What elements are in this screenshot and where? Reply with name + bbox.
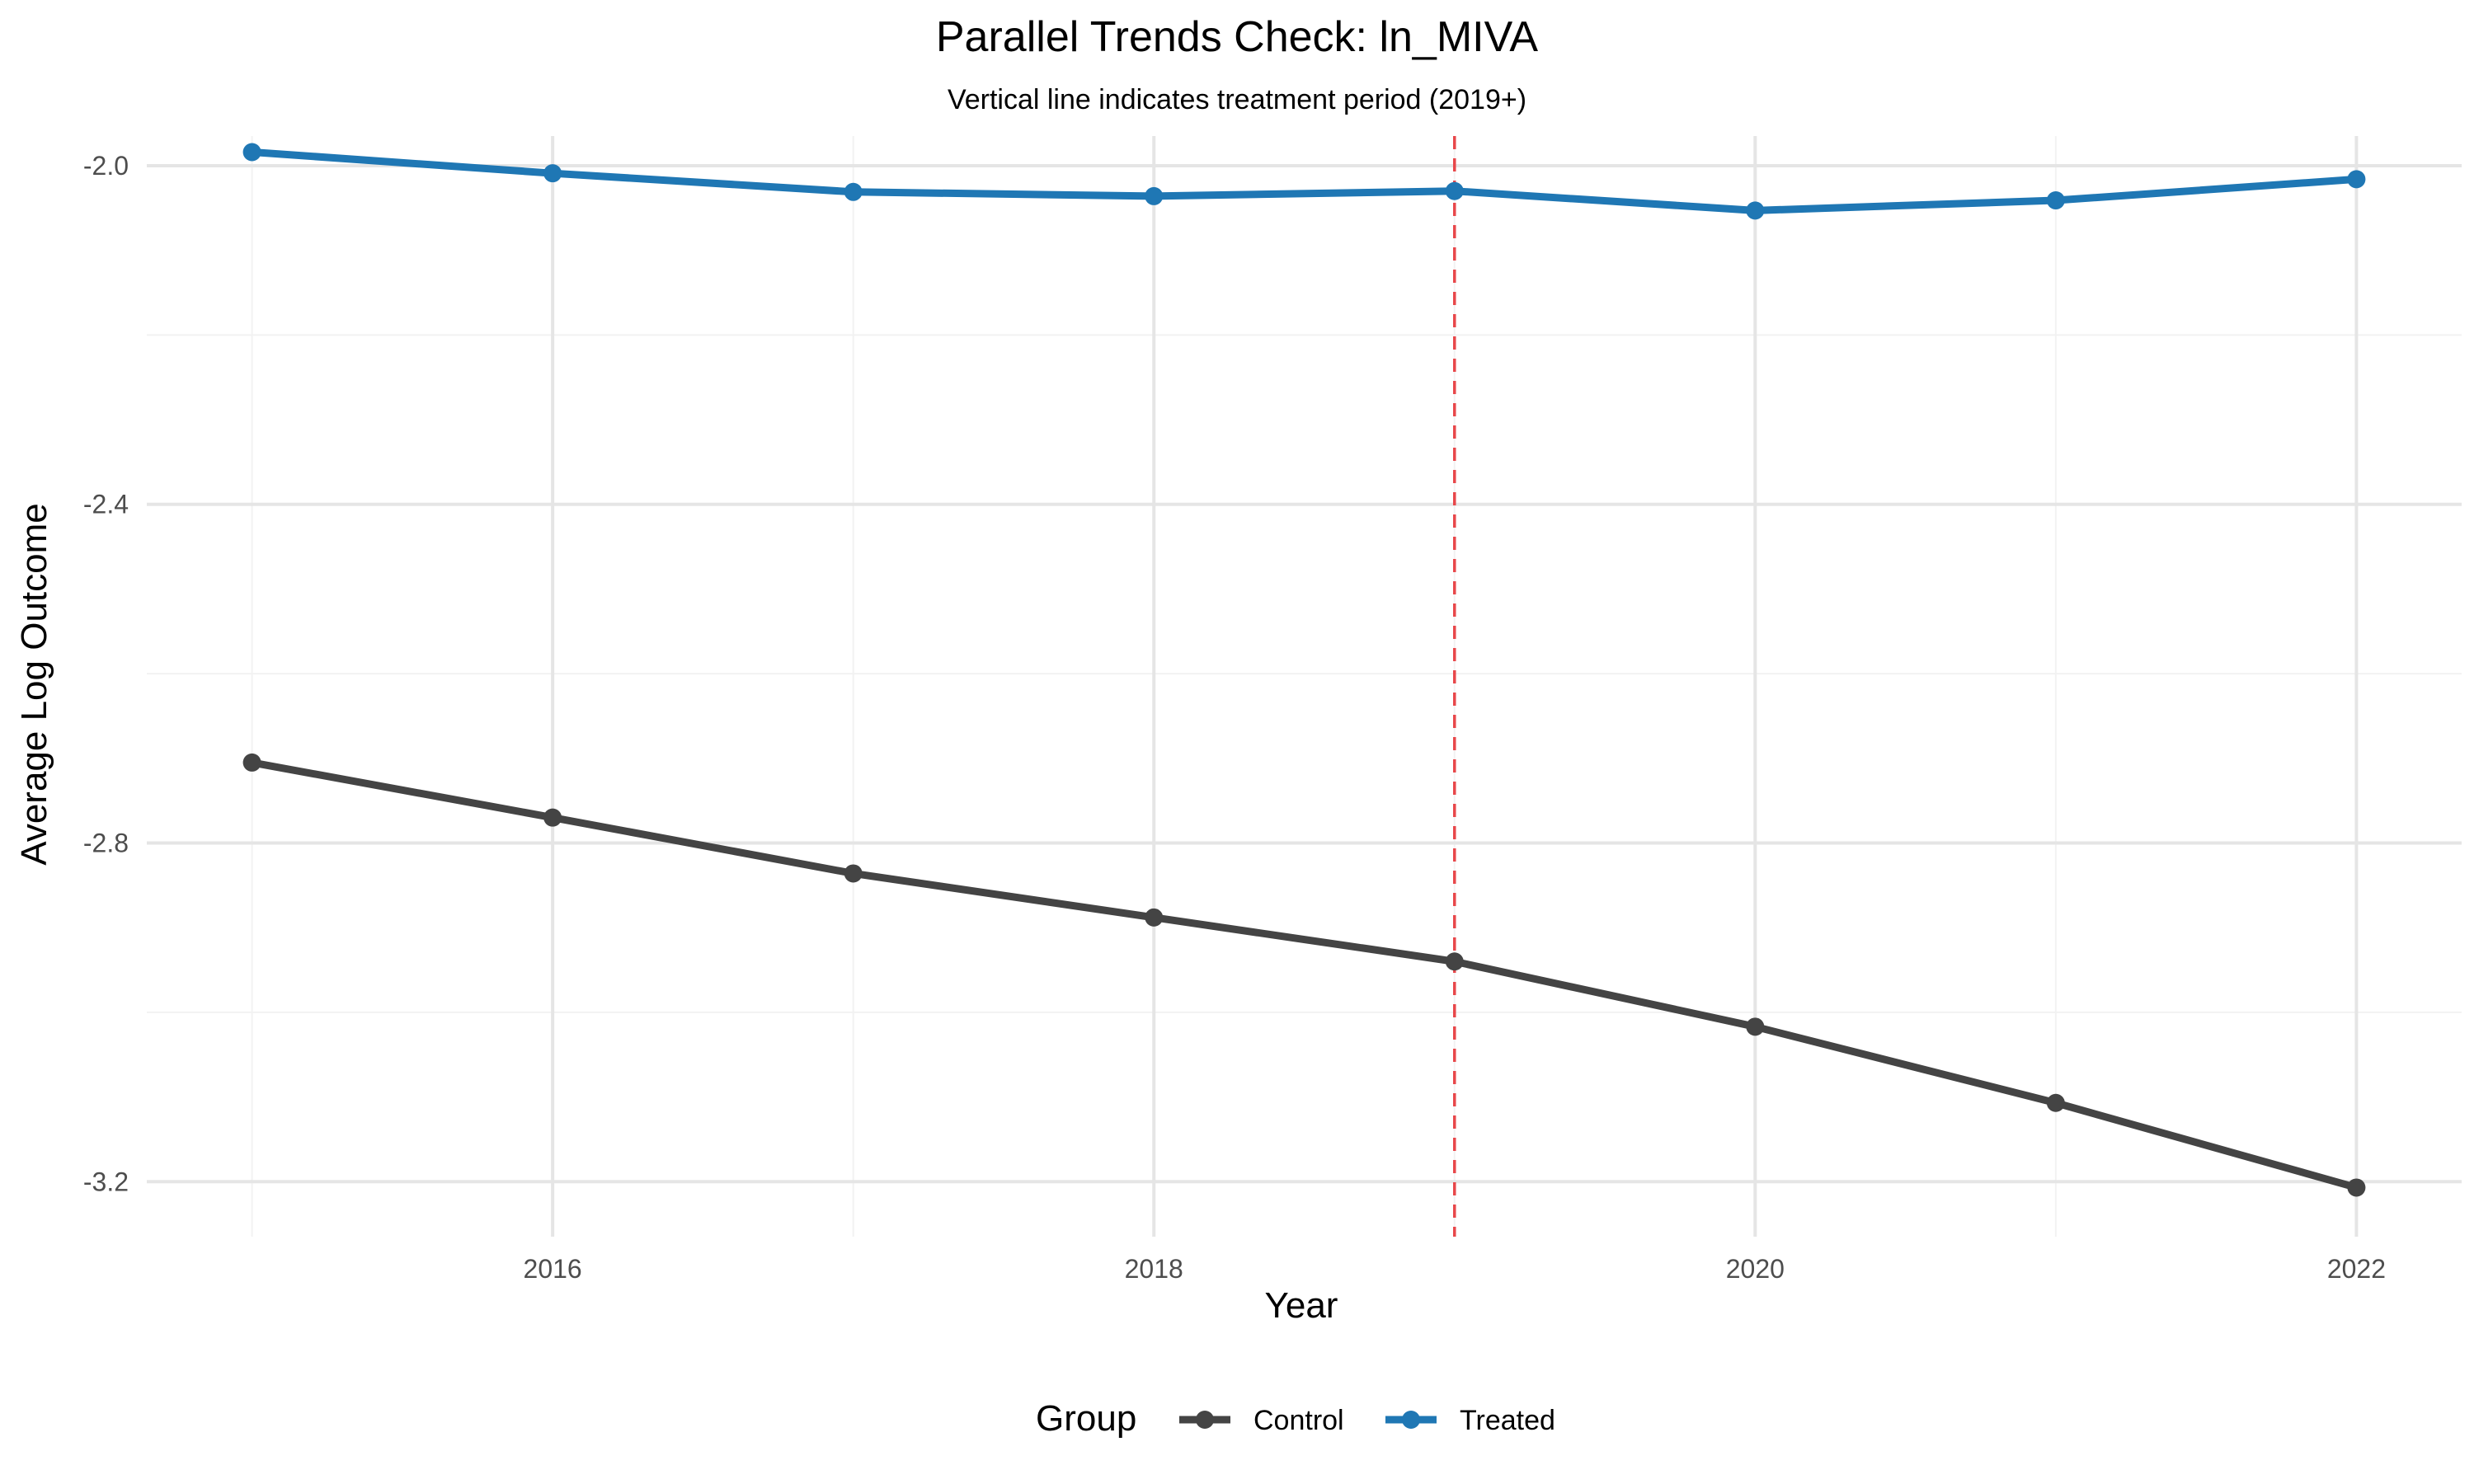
x-tick-label: 2016 <box>524 1254 582 1284</box>
data-point-control <box>1445 952 1464 971</box>
data-point-control <box>242 753 261 772</box>
y-tick-label: -2.8 <box>83 828 129 857</box>
data-point-treated <box>1145 186 1164 205</box>
data-point-treated <box>543 164 562 183</box>
y-axis-title: Average Log Outcome <box>14 503 54 865</box>
data-point-treated <box>2046 191 2065 210</box>
chart-subtitle: Vertical line indicates treatment period… <box>948 84 1526 115</box>
data-point-control <box>1145 908 1164 927</box>
legend-key-point <box>1196 1411 1214 1429</box>
x-tick-label: 2020 <box>1726 1254 1785 1284</box>
data-point-treated <box>1746 201 1765 220</box>
data-point-control <box>543 808 562 827</box>
legend-key-point <box>1402 1411 1420 1429</box>
y-tick-label: -2.4 <box>83 490 129 519</box>
legend-label-treated: Treated <box>1460 1405 1555 1436</box>
data-point-treated <box>1445 181 1464 200</box>
minor-gridlines <box>147 136 2462 1237</box>
data-point-treated <box>844 182 863 201</box>
data-point-control <box>2347 1178 2366 1197</box>
legend-title: Group <box>1036 1398 1136 1439</box>
y-axis-ticks: -2.0 -2.4 -2.8 -3.2 <box>83 151 129 1196</box>
series-control <box>242 753 2366 1197</box>
series-layer <box>242 143 2366 1197</box>
data-point-control <box>1746 1017 1765 1036</box>
y-tick-label: -3.2 <box>83 1167 129 1196</box>
data-point-treated <box>2347 170 2366 189</box>
legend-item-control: Control <box>1179 1405 1344 1436</box>
series-line-control <box>248 758 2360 1191</box>
y-tick-label: -2.0 <box>83 151 129 181</box>
chart-title: Parallel Trends Check: ln_MIVA <box>936 13 1539 61</box>
legend-item-treated: Treated <box>1385 1405 1555 1436</box>
x-axis-title: Year <box>1265 1285 1338 1326</box>
legend: Group Control Treated <box>1036 1398 1555 1439</box>
x-tick-label: 2022 <box>2327 1254 2386 1284</box>
series-line-treated <box>248 148 2360 214</box>
major-gridlines <box>147 136 2462 1237</box>
series-treated <box>242 143 2366 220</box>
data-point-control <box>844 864 863 883</box>
legend-label-control: Control <box>1253 1405 1344 1436</box>
data-point-control <box>2046 1093 2065 1112</box>
data-point-treated <box>242 143 261 162</box>
x-tick-label: 2018 <box>1125 1254 1183 1284</box>
x-axis-ticks: 2016 2018 2020 2022 <box>524 1254 2386 1284</box>
